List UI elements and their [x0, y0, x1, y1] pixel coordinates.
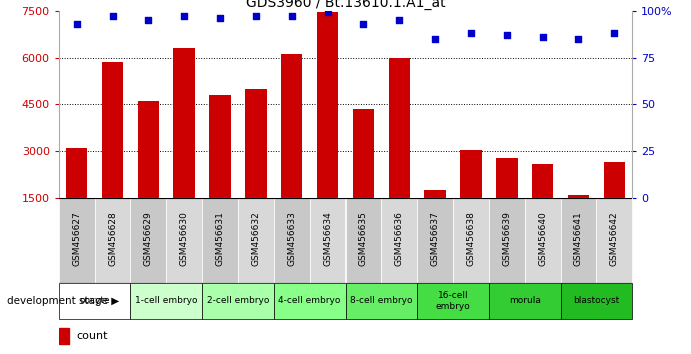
- Point: [71, 21, 82, 27]
- Text: 8-cell embryo: 8-cell embryo: [350, 296, 413, 306]
- Bar: [532, 164, 553, 245]
- Text: GSM456634: GSM456634: [323, 212, 332, 267]
- Bar: [131, 198, 167, 283]
- Text: GSM456641: GSM456641: [574, 212, 583, 267]
- Text: GSM456642: GSM456642: [610, 212, 619, 266]
- Bar: [245, 89, 267, 245]
- Bar: [102, 62, 123, 245]
- Bar: [460, 150, 482, 245]
- Point: [214, 15, 225, 21]
- Point: [107, 13, 118, 19]
- Bar: [167, 198, 202, 283]
- Bar: [603, 162, 625, 245]
- Point: [501, 32, 512, 38]
- Bar: [496, 158, 518, 245]
- Point: [286, 13, 297, 19]
- Bar: [131, 283, 202, 319]
- Point: [430, 36, 441, 42]
- Text: GSM456633: GSM456633: [287, 212, 296, 267]
- Bar: [424, 190, 446, 245]
- Bar: [66, 148, 87, 245]
- Text: oocyte: oocyte: [79, 296, 110, 306]
- Bar: [417, 283, 489, 319]
- Title: GDS3960 / Bt.13610.1.A1_at: GDS3960 / Bt.13610.1.A1_at: [246, 0, 445, 10]
- Point: [609, 30, 620, 36]
- Bar: [95, 198, 131, 283]
- Bar: [417, 198, 453, 283]
- Bar: [568, 195, 589, 245]
- Point: [250, 13, 261, 19]
- Text: GSM456638: GSM456638: [466, 212, 475, 267]
- Point: [322, 10, 333, 15]
- Text: 4-cell embryo: 4-cell embryo: [278, 296, 341, 306]
- Bar: [560, 283, 632, 319]
- Bar: [453, 198, 489, 283]
- Bar: [209, 95, 231, 245]
- Bar: [238, 198, 274, 283]
- Bar: [173, 48, 195, 245]
- Point: [537, 34, 548, 40]
- Bar: [274, 198, 310, 283]
- Bar: [316, 12, 339, 245]
- Bar: [202, 198, 238, 283]
- Bar: [202, 283, 274, 319]
- Bar: [489, 283, 560, 319]
- Bar: [352, 109, 374, 245]
- Text: GSM456632: GSM456632: [252, 212, 261, 267]
- Bar: [346, 283, 417, 319]
- Point: [143, 17, 154, 23]
- Bar: [489, 198, 524, 283]
- Point: [466, 30, 477, 36]
- Bar: [59, 283, 131, 319]
- Bar: [59, 328, 69, 344]
- Bar: [281, 55, 303, 245]
- Text: development stage ▶: development stage ▶: [7, 296, 119, 306]
- Text: GSM456636: GSM456636: [395, 212, 404, 267]
- Text: morula: morula: [509, 296, 540, 306]
- Bar: [388, 57, 410, 245]
- Text: 1-cell embryo: 1-cell embryo: [135, 296, 198, 306]
- Bar: [274, 283, 346, 319]
- Bar: [596, 198, 632, 283]
- Text: GSM456635: GSM456635: [359, 212, 368, 267]
- Bar: [310, 198, 346, 283]
- Point: [394, 17, 405, 23]
- Text: 16-cell
embryo: 16-cell embryo: [435, 291, 471, 310]
- Point: [573, 36, 584, 42]
- Text: GSM456627: GSM456627: [72, 212, 81, 267]
- Bar: [381, 198, 417, 283]
- Text: GSM456631: GSM456631: [216, 212, 225, 267]
- Text: GSM456629: GSM456629: [144, 212, 153, 267]
- Text: count: count: [76, 331, 107, 341]
- Bar: [560, 198, 596, 283]
- Bar: [59, 198, 95, 283]
- Bar: [524, 198, 560, 283]
- Bar: [346, 198, 381, 283]
- Text: blastocyst: blastocyst: [574, 296, 620, 306]
- Text: GSM456630: GSM456630: [180, 212, 189, 267]
- Bar: [138, 101, 159, 245]
- Text: GSM456637: GSM456637: [430, 212, 439, 267]
- Point: [358, 21, 369, 27]
- Point: [179, 13, 190, 19]
- Text: GSM456628: GSM456628: [108, 212, 117, 267]
- Text: GSM456640: GSM456640: [538, 212, 547, 267]
- Text: 2-cell embryo: 2-cell embryo: [207, 296, 269, 306]
- Text: GSM456639: GSM456639: [502, 212, 511, 267]
